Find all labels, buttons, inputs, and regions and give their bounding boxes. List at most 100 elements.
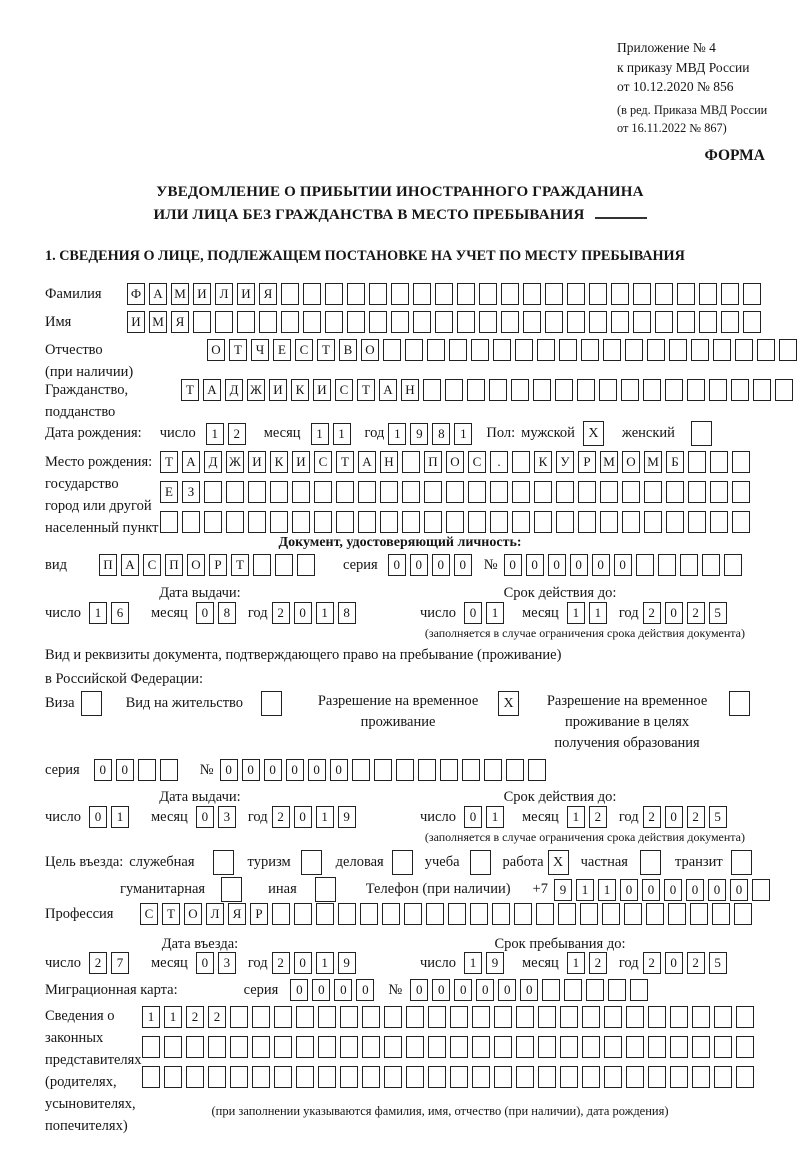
- char-cell[interactable]: [699, 283, 717, 305]
- char-cell[interactable]: [296, 1006, 314, 1028]
- char-cell[interactable]: [494, 1036, 512, 1058]
- char-cell[interactable]: [274, 1006, 292, 1028]
- char-cell[interactable]: [753, 379, 771, 401]
- char-cell[interactable]: 1: [388, 422, 407, 445]
- char-cell[interactable]: 1: [566, 602, 585, 624]
- char-cell[interactable]: [603, 339, 621, 361]
- char-cell[interactable]: [208, 1036, 226, 1058]
- char-cell[interactable]: [604, 1006, 622, 1028]
- char-cell[interactable]: 0: [453, 554, 472, 576]
- char-cell[interactable]: [545, 311, 563, 333]
- char-cell[interactable]: [325, 311, 343, 333]
- char-cell[interactable]: С: [295, 339, 313, 361]
- char-cell[interactable]: [413, 283, 431, 305]
- char-cell[interactable]: И: [127, 311, 145, 333]
- char-cell[interactable]: [424, 511, 442, 533]
- char-cell[interactable]: [470, 903, 488, 925]
- char-cell[interactable]: К: [270, 451, 288, 473]
- char-cell[interactable]: [538, 1066, 556, 1088]
- char-cell[interactable]: Е: [273, 339, 291, 361]
- char-cell[interactable]: 0: [334, 979, 353, 1001]
- char-cell[interactable]: Ж: [226, 451, 244, 473]
- char-cell[interactable]: Т: [229, 339, 247, 361]
- purpose-official-checkbox[interactable]: [212, 850, 238, 875]
- char-cell[interactable]: 2: [686, 952, 705, 974]
- char-cell[interactable]: [405, 339, 423, 361]
- char-cell[interactable]: [281, 283, 299, 305]
- char-cell[interactable]: [644, 481, 662, 503]
- char-cell[interactable]: [347, 311, 365, 333]
- char-cell[interactable]: [582, 1006, 600, 1028]
- char-cell[interactable]: [635, 554, 654, 576]
- char-cell[interactable]: 1: [315, 952, 334, 974]
- char-cell[interactable]: [221, 877, 243, 902]
- char-cell[interactable]: И: [292, 451, 310, 473]
- char-cell[interactable]: X: [582, 421, 604, 446]
- char-cell[interactable]: [384, 1066, 402, 1088]
- char-cell[interactable]: [731, 379, 749, 401]
- char-cell[interactable]: С: [314, 451, 332, 473]
- char-cell[interactable]: [137, 759, 156, 781]
- char-cell[interactable]: Б: [666, 451, 684, 473]
- char-cell[interactable]: А: [182, 451, 200, 473]
- char-cell[interactable]: 0: [525, 554, 544, 576]
- char-cell[interactable]: [523, 283, 541, 305]
- char-cell[interactable]: [655, 311, 673, 333]
- char-cell[interactable]: 0: [290, 979, 309, 1001]
- char-cell[interactable]: [373, 759, 392, 781]
- char-cell[interactable]: [646, 903, 664, 925]
- char-cell[interactable]: [648, 1066, 666, 1088]
- char-cell[interactable]: [542, 979, 561, 1001]
- char-cell[interactable]: [252, 1006, 270, 1028]
- char-cell[interactable]: Т: [357, 379, 375, 401]
- char-cell[interactable]: 0: [476, 979, 495, 1001]
- char-cell[interactable]: [281, 311, 299, 333]
- char-cell[interactable]: [450, 1036, 468, 1058]
- char-cell[interactable]: [340, 1036, 358, 1058]
- char-cell[interactable]: [538, 1006, 556, 1028]
- char-cell[interactable]: [560, 1036, 578, 1058]
- char-cell[interactable]: [230, 1036, 248, 1058]
- char-cell[interactable]: 2: [186, 1006, 204, 1028]
- char-cell[interactable]: Р: [208, 554, 227, 576]
- char-cell[interactable]: [457, 311, 475, 333]
- char-cell[interactable]: П: [164, 554, 183, 576]
- char-cell[interactable]: [252, 1036, 270, 1058]
- char-cell[interactable]: А: [120, 554, 139, 576]
- char-cell[interactable]: [581, 339, 599, 361]
- char-cell[interactable]: [567, 283, 585, 305]
- char-cell[interactable]: [567, 311, 585, 333]
- char-cell[interactable]: [472, 1036, 490, 1058]
- char-cell[interactable]: О: [446, 451, 464, 473]
- char-cell[interactable]: 0: [503, 554, 522, 576]
- char-cell[interactable]: 1: [566, 806, 585, 828]
- char-cell[interactable]: [626, 1036, 644, 1058]
- char-cell[interactable]: [457, 283, 475, 305]
- char-cell[interactable]: 0: [219, 759, 238, 781]
- char-cell[interactable]: [589, 283, 607, 305]
- char-cell[interactable]: [336, 511, 354, 533]
- char-cell[interactable]: 2: [588, 806, 607, 828]
- char-cell[interactable]: [402, 451, 420, 473]
- char-cell[interactable]: 0: [195, 952, 214, 974]
- char-cell[interactable]: 0: [410, 979, 429, 1001]
- char-cell[interactable]: [692, 1006, 710, 1028]
- char-cell[interactable]: [325, 283, 343, 305]
- char-cell[interactable]: 0: [93, 759, 112, 781]
- purpose-humanitarian-checkbox[interactable]: [221, 877, 246, 902]
- char-cell[interactable]: А: [358, 451, 376, 473]
- char-cell[interactable]: М: [171, 283, 189, 305]
- char-cell[interactable]: 7: [110, 952, 129, 974]
- char-cell[interactable]: [347, 283, 365, 305]
- char-cell[interactable]: [318, 1066, 336, 1088]
- char-cell[interactable]: [721, 283, 739, 305]
- char-cell[interactable]: 0: [641, 878, 660, 901]
- char-cell[interactable]: [472, 1006, 490, 1028]
- char-cell[interactable]: [142, 1036, 160, 1058]
- char-cell[interactable]: [369, 311, 387, 333]
- char-cell[interactable]: [688, 451, 706, 473]
